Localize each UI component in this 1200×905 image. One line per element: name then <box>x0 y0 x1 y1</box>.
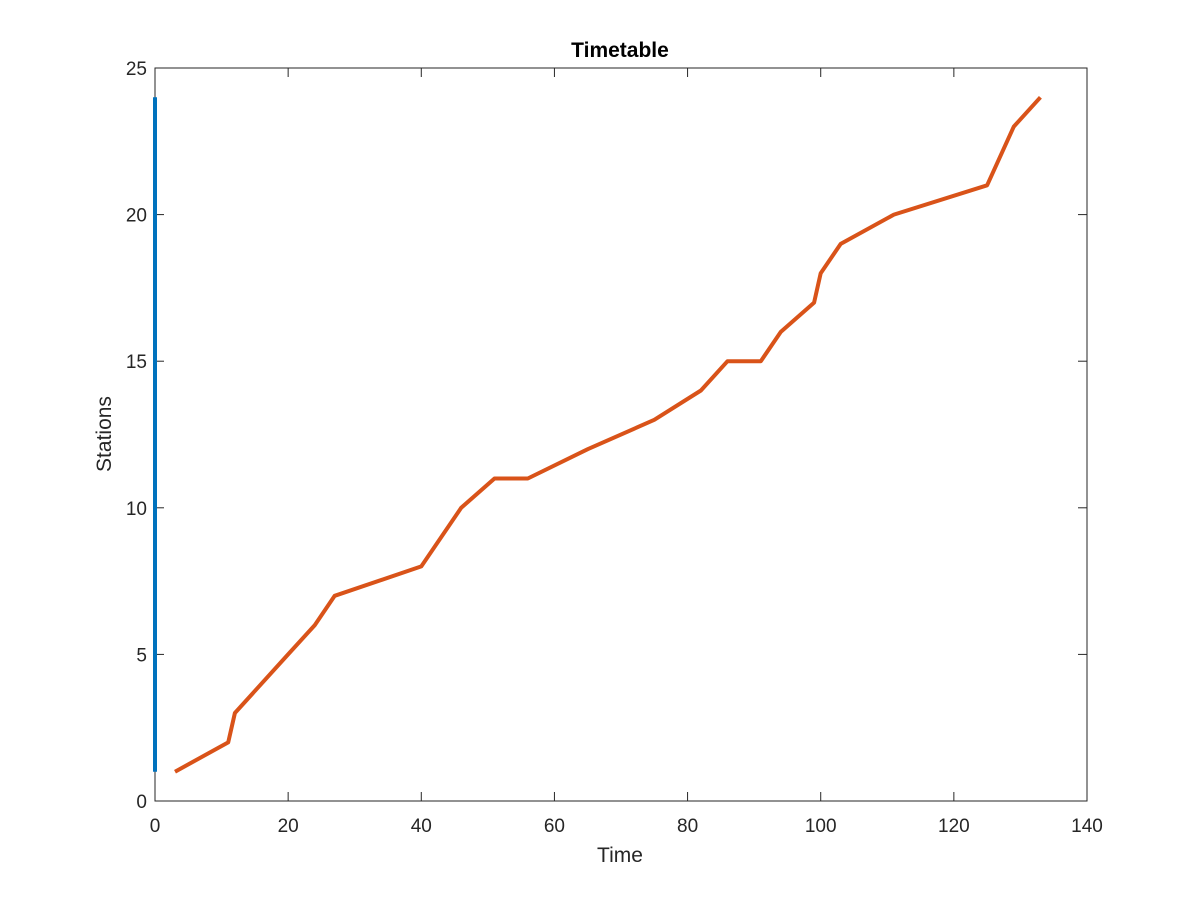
y-tick-label: 5 <box>136 645 147 666</box>
x-tick-label: 100 <box>805 816 837 837</box>
x-tick-label: 40 <box>411 816 432 837</box>
y-tick-label: 25 <box>126 59 147 80</box>
x-tick-label: 0 <box>150 816 161 837</box>
x-tick-label: 120 <box>938 816 970 837</box>
x-axis-label: Time <box>597 844 643 867</box>
x-tick-label: 80 <box>677 816 698 837</box>
chart-title: Timetable <box>571 39 669 62</box>
y-tick-label: 10 <box>126 499 147 520</box>
series-line-2 <box>174 95 1042 774</box>
y-tick-label: 20 <box>126 206 147 227</box>
axis-tick-labels: 0 20 40 60 80 100 120 140 0 5 10 15 20 25 <box>126 59 1103 837</box>
y-tick-label: 0 <box>136 792 147 813</box>
x-tick-label: 60 <box>544 816 565 837</box>
x-tick-label: 140 <box>1071 816 1103 837</box>
y-axis-label: Stations <box>93 396 116 472</box>
x-tick-label: 20 <box>278 816 299 837</box>
series-layer <box>153 95 1042 774</box>
y-tick-label: 15 <box>126 352 147 373</box>
